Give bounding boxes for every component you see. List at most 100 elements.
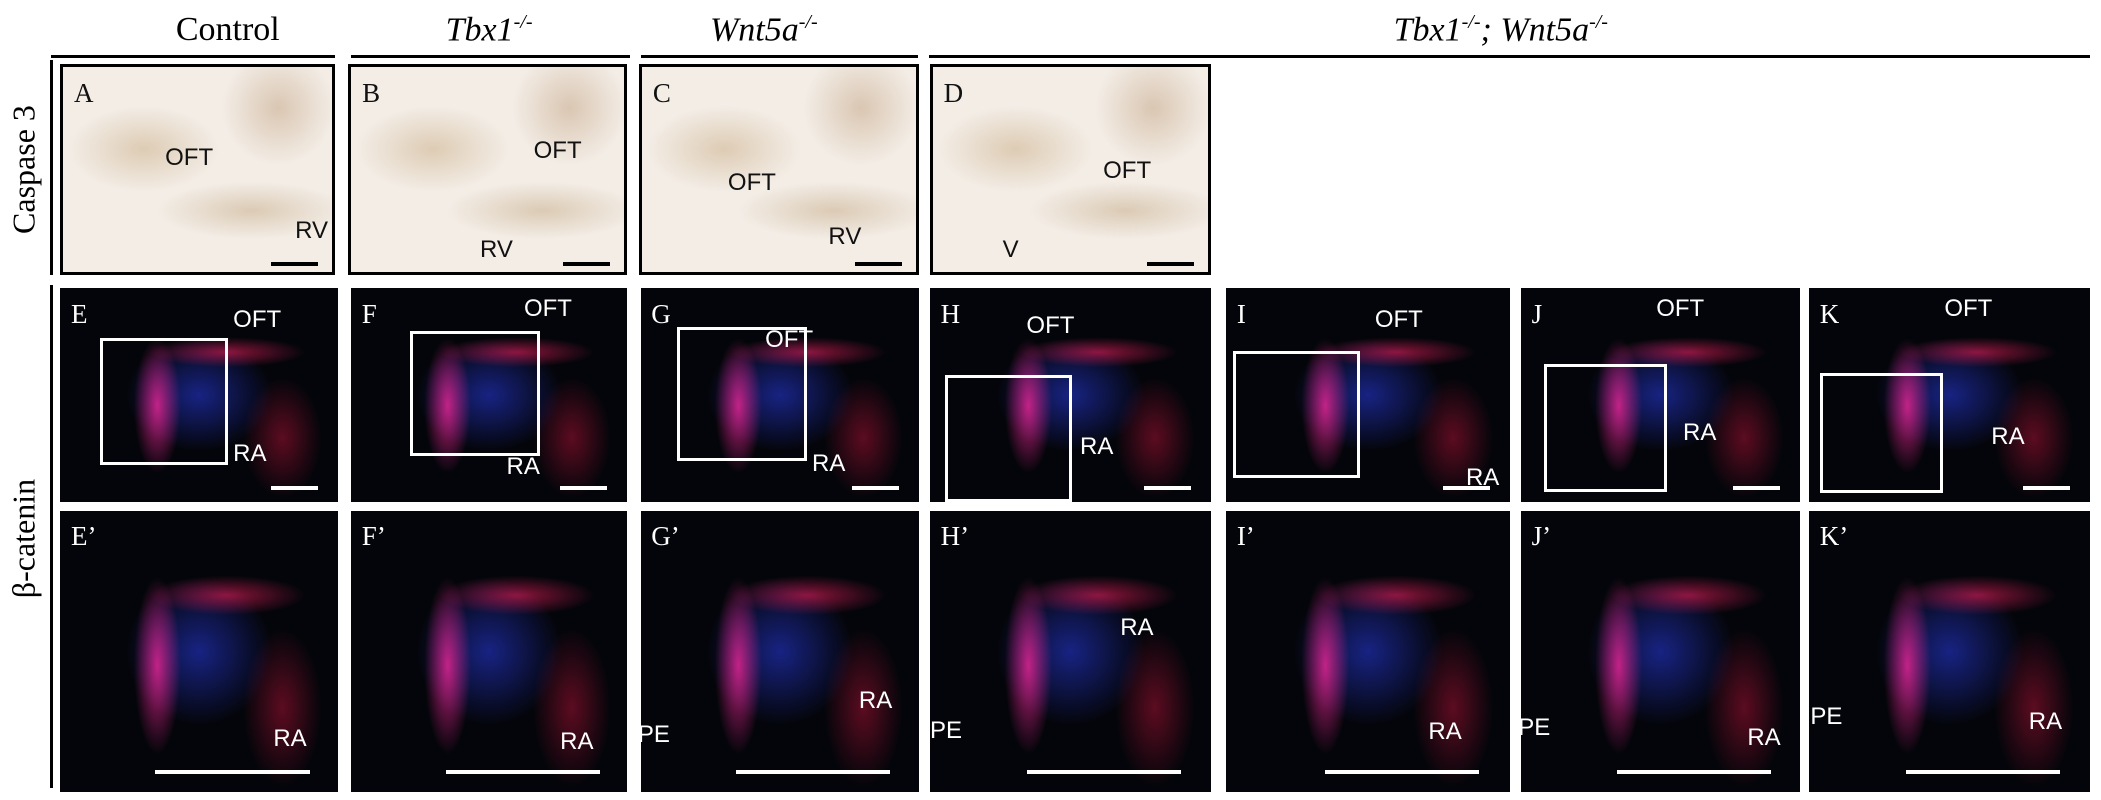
region-label: RA [1465, 463, 1500, 491]
region-label: RA [2028, 707, 2063, 735]
region-label: RA [1428, 718, 1462, 746]
inset-box [676, 326, 807, 461]
panel-letter: J [1531, 298, 1543, 329]
panel-letter: I’ [1236, 521, 1255, 552]
panel-letter: E [71, 298, 88, 329]
image-panel: C OFT RV [639, 64, 920, 275]
scale-bar [1906, 770, 2061, 775]
region-label: PE [640, 720, 670, 748]
scale-bar [270, 261, 318, 266]
header-sup: -/- [798, 10, 818, 33]
region-label: RA [1120, 613, 1154, 641]
region-label: RA [1683, 419, 1717, 447]
region-label: V [1002, 236, 1019, 264]
header-text: ; Wnt5a [1480, 11, 1590, 49]
region-label: OFT [1656, 294, 1705, 322]
scale-bar [560, 486, 607, 491]
panel-letter: D [943, 78, 964, 109]
scale-bar [1443, 486, 1491, 491]
inset-box [1232, 351, 1361, 479]
region-label: OFT [1374, 305, 1423, 333]
region-label: OFT [1026, 312, 1075, 340]
panel-letter: G [651, 298, 671, 329]
header-rule [928, 54, 2091, 58]
scale-bar [270, 486, 318, 491]
header-rule [351, 54, 630, 58]
image-panel: B OFT RV [348, 64, 628, 275]
image-panel: F’ RA [351, 510, 628, 792]
region-label: RV [828, 222, 862, 250]
region-label: PE [1520, 714, 1551, 742]
region-label: PE [929, 716, 962, 744]
panel-letter: K [1819, 298, 1840, 329]
row-label: Caspase 3 [5, 105, 42, 235]
image-panel: F OFT RA [351, 288, 628, 503]
panel-letter: F [361, 298, 377, 329]
image-panel: E’ RA [60, 510, 338, 792]
region-label: RV [295, 217, 329, 245]
row-label: β-catenin [5, 478, 42, 599]
panel-letter: C [652, 78, 671, 109]
column-header: Tbx1-/- [288, 11, 690, 49]
region-label: PE [1810, 703, 1843, 731]
scale-bar [1144, 486, 1192, 491]
image-panel: G’ PE RA [640, 510, 920, 792]
scale-bar [1616, 770, 1771, 775]
image-panel: K OFT RA [1809, 288, 2091, 503]
panel-letter: A [74, 78, 94, 109]
inset-box [410, 330, 540, 456]
image-panel: H OFT RA [929, 288, 1212, 503]
region-label: RA [812, 450, 846, 478]
image-panel: A OFT RV [60, 64, 335, 275]
header-text: Control [175, 10, 280, 48]
region-label: OFT [233, 305, 282, 333]
inset-box [1819, 372, 1943, 494]
panel-letter: H [940, 298, 961, 329]
column-header: Tbx1-/-; Wnt5a-/- [1300, 11, 1702, 49]
scale-bar [1027, 770, 1182, 775]
region-label: RA [1747, 723, 1781, 751]
region-label: RA [560, 727, 594, 755]
scale-bar [852, 486, 900, 491]
region-label: OFT [727, 169, 776, 197]
row-bracket [49, 285, 53, 788]
inset-box [944, 375, 1072, 503]
image-panel: I’ RA [1226, 510, 1511, 792]
scale-bar [855, 261, 903, 266]
header-rule [640, 54, 918, 58]
scale-bar [1732, 486, 1780, 491]
column-header: Wnt5a-/- [563, 11, 965, 49]
header-text: Wnt5a [709, 11, 799, 49]
region-label: RA [1991, 423, 2025, 451]
image-panel: G OFT RA [640, 288, 920, 503]
header-sup: -/- [513, 10, 533, 33]
image-panel: H’ PE RA [929, 510, 1212, 792]
region-label: OFT [523, 294, 572, 322]
region-label: RA [858, 687, 893, 715]
column-header: Control [27, 11, 429, 49]
panel-letter: F’ [361, 521, 386, 552]
scale-bar [736, 770, 891, 775]
panel-letter: E’ [71, 521, 97, 552]
inset-box [1543, 364, 1667, 492]
region-label: OFT [165, 143, 214, 171]
panel-letter: K’ [1819, 521, 1849, 552]
region-label: RA [1080, 432, 1114, 460]
panel-letter: I [1236, 298, 1246, 329]
region-label: OFT [1103, 157, 1152, 185]
image-panel: K’ PE RA [1809, 510, 2091, 792]
inset-box [100, 337, 228, 465]
image-panel: J OFT RA [1520, 288, 1800, 503]
panel-letter: G’ [651, 521, 680, 552]
row-bracket [49, 60, 53, 275]
region-label: OFT [533, 136, 582, 164]
panel-letter: J’ [1531, 521, 1552, 552]
image-panel: J’ PE RA [1520, 510, 1800, 792]
region-label: RA [506, 452, 540, 480]
region-label: RV [480, 236, 513, 264]
panel-letter: H’ [940, 521, 970, 552]
scale-bar [1147, 261, 1195, 266]
region-label: RA [233, 439, 267, 467]
scale-bar [445, 770, 600, 775]
